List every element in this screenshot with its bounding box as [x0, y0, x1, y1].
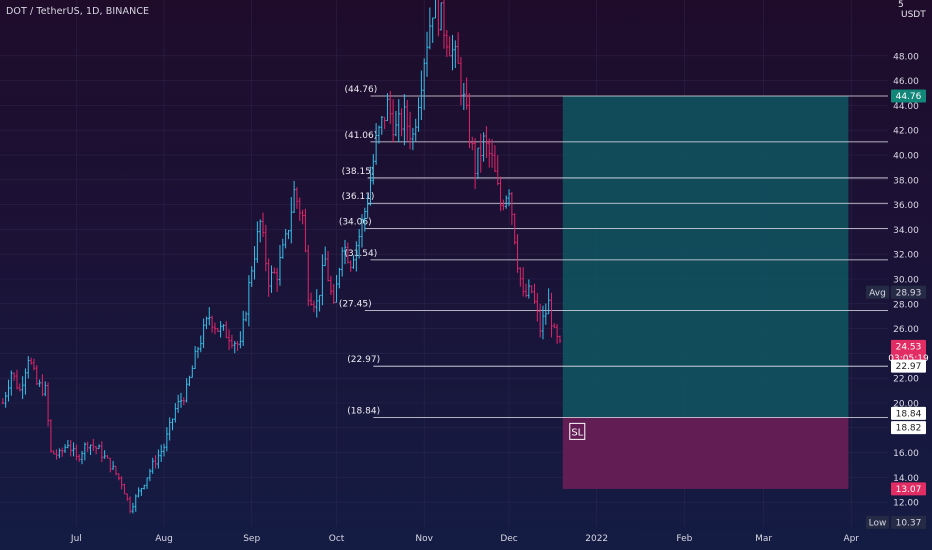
stop-label-box	[569, 422, 586, 440]
price-label-4: 18.84	[896, 409, 922, 419]
price-label-bg-7	[891, 515, 926, 529]
y-tick-label: 48.00	[893, 52, 919, 62]
countdown-label: 03:05:19	[888, 354, 929, 364]
price-prefix-bg-7	[866, 515, 889, 529]
price-label-7: 10.37	[896, 518, 922, 528]
y-tick-label: 40.00	[893, 152, 919, 162]
stop-zone	[562, 417, 849, 489]
y-tick-label: 14.00	[893, 474, 919, 484]
price-label-0: 44.76	[896, 92, 922, 102]
price-label-bg-0	[891, 89, 926, 103]
stop-label: SL	[571, 427, 583, 438]
price-prefix-bg-1	[866, 285, 889, 299]
x-tick-label: Apr	[843, 534, 859, 544]
y-tick-label: 42.00	[893, 127, 919, 137]
x-axis: Jul Aug Sep Oct Nov Dec 2022 Feb Mar Apr	[70, 534, 859, 544]
y-axis: 12.0014.0016.0018.0020.0022.0024.0026.00…	[893, 52, 919, 508]
target-zone	[562, 95, 849, 418]
price-label-bg-3	[891, 359, 926, 373]
x-tick-label: Mar	[755, 534, 772, 544]
x-tick-label: Nov	[415, 534, 433, 544]
x-tick-label: Feb	[676, 534, 692, 544]
price-label-bg-1	[891, 285, 926, 299]
y-tick-label: 36.00	[893, 201, 919, 211]
price-label-5: 18.82	[896, 424, 922, 434]
x-tick-label: Dec	[500, 534, 517, 544]
fib-label-0: (44.76)	[344, 85, 377, 95]
y-tick-label: 20.00	[893, 400, 919, 410]
price-label-1: 28.93	[896, 288, 922, 298]
chart-title: DOT / TetherUS, 1D, BINANCE	[6, 6, 150, 17]
price-label-6: 13.07	[896, 485, 922, 495]
y-tick-label: 30.00	[893, 276, 919, 286]
y-tick-label: 32.00	[893, 251, 919, 261]
fib-levels: (44.76) (41.06) (38.15) (36.11) (34.06) (31.5…	[339, 85, 888, 418]
y-tick-label: 16.00	[893, 449, 919, 459]
price-label-bg-5	[891, 421, 926, 435]
x-tick-label: Jul	[70, 534, 82, 544]
x-tick-label: Sep	[243, 534, 260, 544]
price-label-2: 24.53	[896, 342, 922, 352]
price-prefix-1: Avg	[869, 288, 886, 298]
price-prefix-7: Low	[869, 518, 887, 528]
y-tick-label: 12.00	[893, 499, 919, 509]
y-corner-tick: 5	[898, 0, 904, 10]
y-tick-label: 44.00	[893, 102, 919, 112]
y-tick-label: 28.00	[893, 300, 919, 310]
fib-label-8: (18.84)	[347, 406, 380, 416]
y-tick-label: 34.00	[893, 226, 919, 236]
candles	[1, 0, 562, 514]
fib-label-5: (31.54)	[344, 249, 377, 259]
fib-label-7: (22.97)	[347, 355, 380, 365]
y-tick-label: 38.00	[893, 176, 919, 186]
x-tick-label: Aug	[155, 534, 173, 544]
fib-label-4: (34.06)	[339, 218, 372, 228]
fib-label-6: (27.45)	[339, 300, 372, 310]
x-tick-label: Oct	[329, 534, 345, 544]
price-label-bg-2	[891, 339, 926, 365]
fib-label-2: (38.15)	[342, 167, 375, 177]
fib-label-3: (36.11)	[342, 192, 375, 202]
price-label-3: 22.97	[896, 362, 922, 372]
y-tick-label: 46.00	[893, 77, 919, 87]
y-tick-label: 22.00	[893, 375, 919, 385]
currency-unit: USDT	[901, 10, 926, 20]
y-tick-label: 26.00	[893, 325, 919, 335]
fib-label-1: (41.06)	[344, 131, 377, 141]
price-label-bg-6	[891, 482, 926, 496]
x-tick-label: 2022	[585, 534, 608, 544]
price-label-bg-4	[891, 406, 926, 420]
